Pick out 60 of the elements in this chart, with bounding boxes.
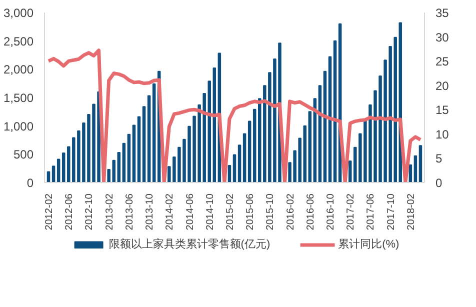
bar	[46, 171, 50, 182]
x-tick-label: 2016-06	[305, 193, 316, 230]
y-tick-label: 1,500	[3, 91, 34, 105]
bar	[147, 95, 151, 182]
y-tick-label: 2,000	[3, 62, 34, 77]
bar	[228, 165, 232, 182]
bar	[117, 152, 121, 182]
x-tick-label: 2015-06	[245, 193, 256, 230]
y2-tick-label: 5	[436, 152, 442, 166]
bar	[238, 144, 242, 182]
bar	[248, 120, 252, 182]
y-tick-label: 1,000	[3, 119, 34, 134]
x-tick-label: 2016-10	[326, 193, 337, 230]
bar	[414, 155, 418, 182]
x-tick-label: 2013-02	[104, 193, 116, 230]
x-tick-label: 2014-06	[184, 193, 196, 230]
x-tick-label: 2012-06	[64, 193, 76, 230]
x-tick-label: 2017-10	[386, 193, 397, 230]
bar	[52, 166, 56, 182]
y2-tick-label: 25	[436, 54, 450, 69]
x-tick-label: 2016-02	[285, 193, 296, 230]
x-tick-label: 2013-06	[124, 193, 136, 230]
x-tick-label: 2012-02	[44, 193, 56, 230]
y-tick-label: 500	[13, 148, 34, 162]
bar	[308, 111, 312, 182]
bar	[127, 134, 131, 182]
bar	[252, 108, 256, 182]
x-tick-label: 2015-02	[224, 193, 236, 230]
x-tick-label: 2013-10	[144, 193, 156, 230]
bar	[137, 116, 141, 182]
x-tick-label: 2017-02	[346, 193, 357, 230]
y-tick-label: 3,000	[3, 6, 34, 20]
y2-tick-label: 20	[436, 78, 450, 93]
x-tick-label: 2015-10	[265, 193, 276, 230]
bar	[62, 152, 66, 182]
bar	[232, 154, 236, 182]
x-tick-label: 2014-02	[164, 193, 176, 230]
x-tick-label: 2014-10	[204, 193, 216, 230]
legend-label: 限额以上家具类累计零售额(亿元)	[108, 237, 270, 252]
bar	[348, 160, 352, 182]
bar	[142, 106, 146, 182]
bar	[152, 83, 156, 182]
bar	[242, 133, 246, 182]
y2-tick-label: 35	[436, 6, 450, 20]
bar	[132, 124, 136, 182]
y2-tick-label: 30	[436, 30, 450, 44]
y2-tick-label: 10	[436, 127, 450, 142]
bar	[56, 158, 60, 182]
x-tick-label: 2018-02	[406, 193, 417, 230]
line-series	[46, 48, 422, 182]
x-tick-label: 2017-06	[366, 193, 377, 230]
x-tick-label: 2012-10	[84, 193, 96, 230]
bar	[408, 164, 412, 182]
y-tick-label: 0	[26, 176, 34, 190]
y-tick-label: 2,500	[3, 34, 34, 48]
bar	[122, 142, 126, 182]
bar	[418, 145, 422, 182]
y2-tick-label: 15	[436, 103, 450, 118]
y2-tick-label: 0	[436, 176, 442, 190]
legend-label: 累计同比(%)	[338, 238, 400, 252]
